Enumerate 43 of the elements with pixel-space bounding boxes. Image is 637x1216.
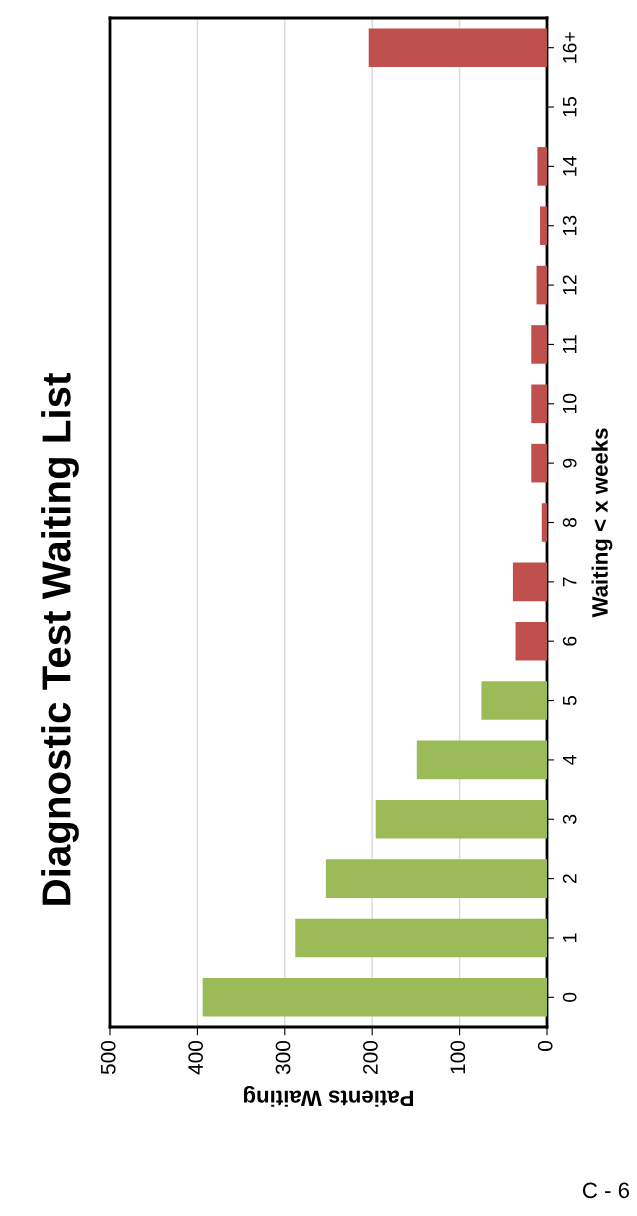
y-tick-label: 11 bbox=[562, 335, 577, 354]
y-tick-label: 1 bbox=[562, 933, 577, 942]
y-tick-label: 15 bbox=[562, 97, 577, 117]
y-tick-label: 13 bbox=[562, 215, 577, 236]
y-tick-label: 9 bbox=[562, 458, 577, 468]
y-tick-label: 5 bbox=[562, 695, 577, 706]
x-tick-label: 300 bbox=[275, 1041, 291, 1075]
bar bbox=[368, 28, 547, 67]
x-tick-label: 0 bbox=[537, 1041, 553, 1051]
y-tick-label: 16+ bbox=[562, 32, 577, 63]
x-tick-label: 200 bbox=[363, 1041, 378, 1074]
bar bbox=[325, 859, 547, 898]
text: C - 6 bbox=[582, 1182, 630, 1199]
bar bbox=[537, 147, 547, 186]
bar bbox=[512, 562, 547, 602]
y-tick-label: 10 bbox=[562, 393, 577, 414]
bar bbox=[541, 503, 547, 542]
bar bbox=[416, 740, 547, 780]
x-axis-title: Patients Waiting bbox=[243, 1086, 414, 1107]
bar bbox=[295, 918, 547, 958]
x-tick-label: 400 bbox=[188, 1041, 203, 1075]
y-tick-label: 14 bbox=[562, 156, 577, 176]
bar bbox=[375, 799, 547, 839]
bar bbox=[540, 206, 547, 246]
y-tick-label: 7 bbox=[562, 577, 577, 587]
x-tick-label: 500 bbox=[100, 1041, 116, 1075]
bar bbox=[531, 325, 547, 364]
bar bbox=[515, 621, 547, 661]
bar bbox=[202, 978, 547, 1017]
y-axis-title: Waiting < x weeks bbox=[591, 428, 613, 618]
bar bbox=[481, 681, 547, 720]
y-tick-label: 2 bbox=[562, 874, 577, 884]
y-tick-label: 0 bbox=[562, 992, 577, 1002]
bar bbox=[531, 384, 547, 424]
y-tick-label: 8 bbox=[562, 517, 577, 528]
y-tick-label: 3 bbox=[562, 814, 577, 824]
text: Diagnostic Test Waiting List bbox=[41, 373, 79, 905]
bar bbox=[531, 443, 547, 483]
y-tick-label: 4 bbox=[562, 755, 577, 765]
y-tick-label: 12 bbox=[562, 275, 577, 295]
y-tick-label: 6 bbox=[562, 636, 577, 646]
x-tick-label: 100 bbox=[450, 1041, 466, 1074]
bar bbox=[536, 265, 547, 305]
